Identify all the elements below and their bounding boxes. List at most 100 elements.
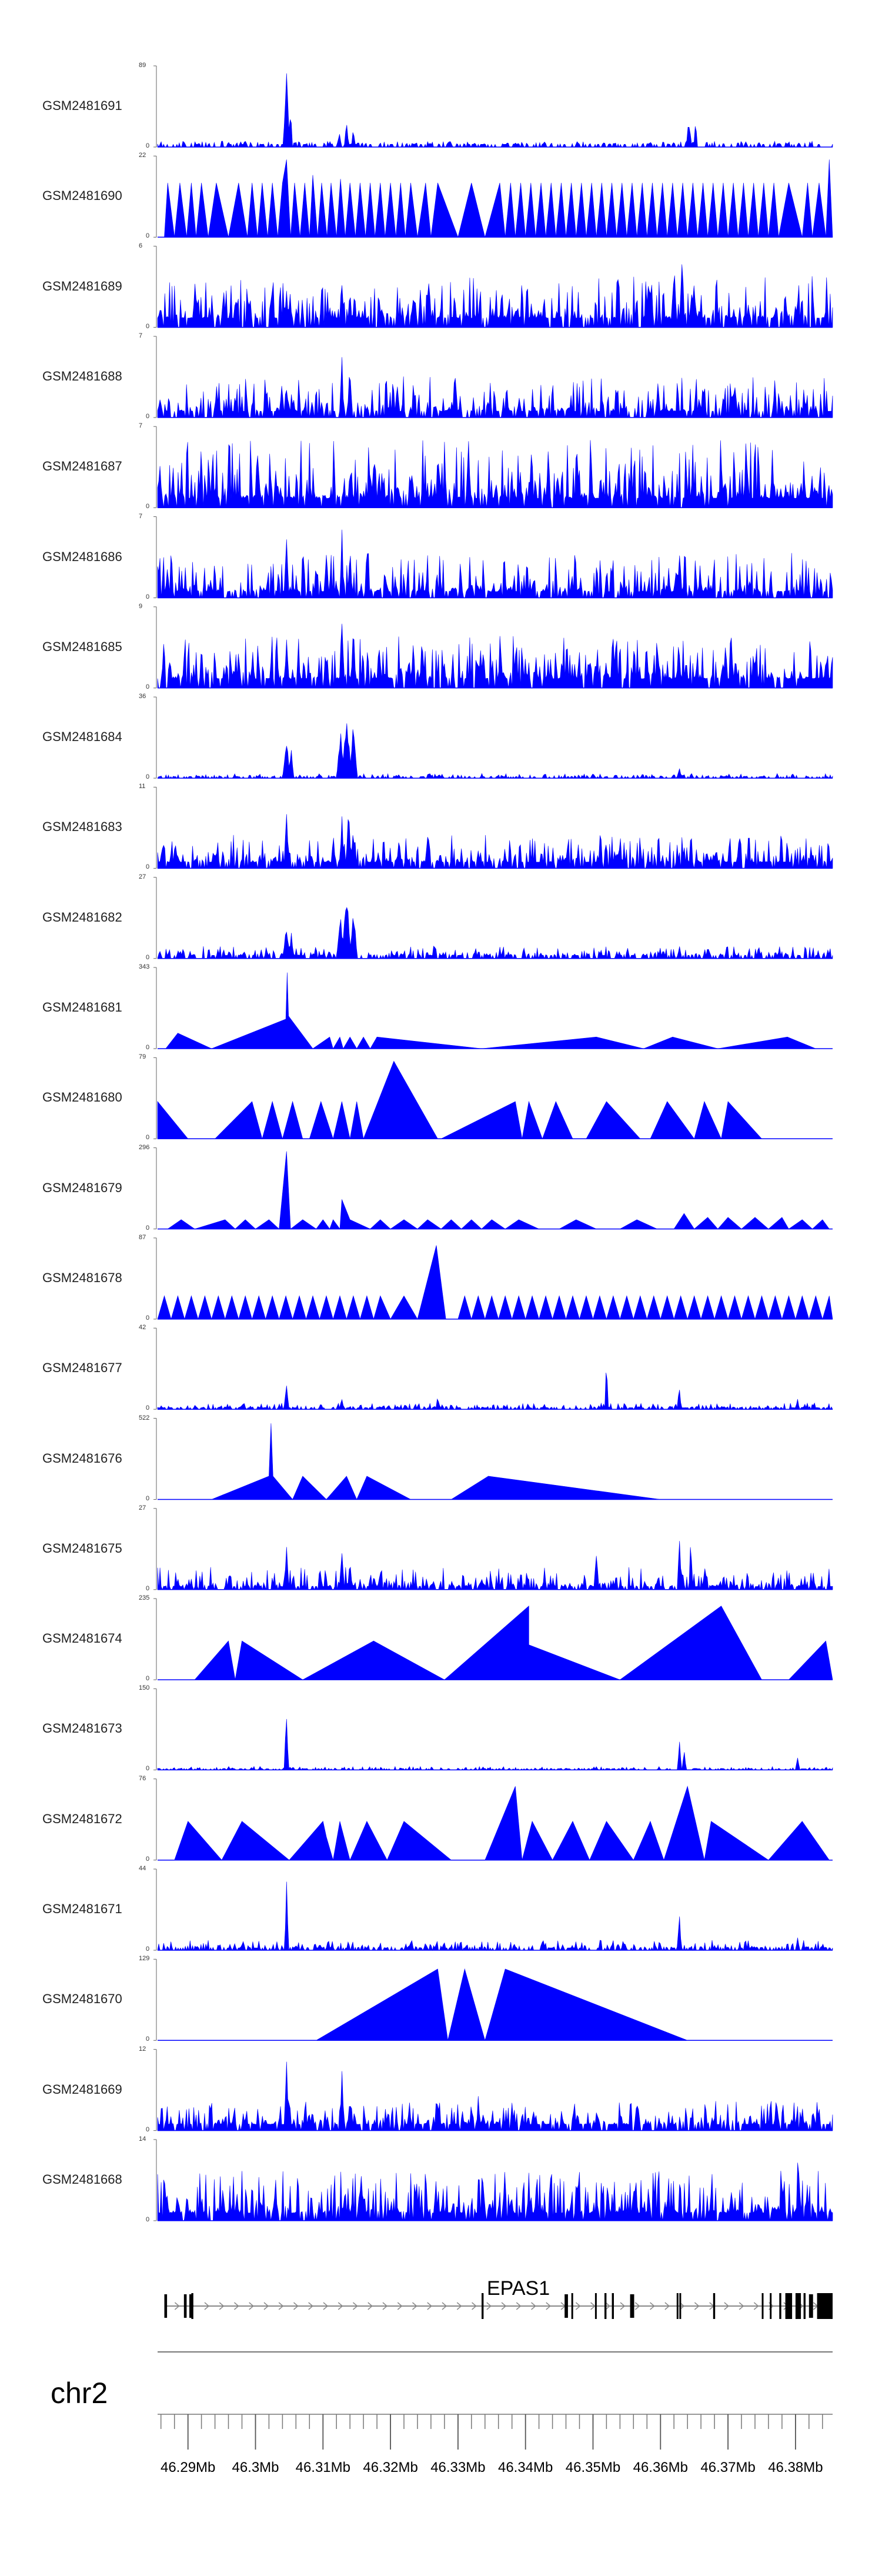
signal-area bbox=[157, 264, 833, 328]
axis-tick-label: 46.37Mb bbox=[700, 2460, 756, 2475]
gene-exon bbox=[189, 2294, 192, 2318]
gene-exon bbox=[785, 2293, 793, 2319]
strand-arrow-icon bbox=[278, 2302, 284, 2310]
axis-tick-label: 46.33Mb bbox=[430, 2460, 486, 2475]
strand-arrow-icon bbox=[739, 2302, 744, 2310]
axis-tick-label: 46.31Mb bbox=[295, 2460, 350, 2475]
track-ymax-label: 129 bbox=[139, 1955, 150, 1963]
signal-area bbox=[165, 972, 816, 1049]
gene-exon bbox=[564, 2294, 568, 2318]
track-ymax-label: 7 bbox=[139, 422, 143, 430]
strand-arrow-icon bbox=[412, 2302, 417, 2310]
strand-arrow-icon bbox=[397, 2302, 403, 2310]
track-label: GSM2481680 bbox=[42, 1090, 122, 1105]
strand-arrow-icon bbox=[516, 2302, 522, 2310]
strand-arrow-icon bbox=[634, 2302, 640, 2310]
strand-arrow-icon bbox=[546, 2302, 551, 2310]
track-zero-label: 0 bbox=[146, 412, 150, 420]
strand-arrow-icon bbox=[382, 2302, 388, 2310]
track-label: GSM2481678 bbox=[42, 1270, 122, 1285]
axis-tick-label: 46.38Mb bbox=[768, 2460, 823, 2475]
signal-area bbox=[157, 1245, 833, 1320]
gene-exon bbox=[183, 2294, 187, 2318]
track-label: GSM2481685 bbox=[42, 639, 122, 654]
track-ymax-label: 79 bbox=[139, 1053, 146, 1061]
track-label: GSM2481687 bbox=[42, 459, 122, 474]
track-ymax-label: 7 bbox=[139, 332, 143, 339]
gene-exon bbox=[630, 2294, 634, 2318]
track-ymax-label: 343 bbox=[139, 963, 150, 970]
gene-exon bbox=[594, 2293, 597, 2319]
axis-tick-label: 46.29Mb bbox=[160, 2460, 216, 2475]
signal-area bbox=[167, 1151, 830, 1230]
track-ymax-label: 235 bbox=[139, 1594, 150, 1602]
track-zero-label: 0 bbox=[146, 1584, 150, 1592]
signal-area bbox=[157, 529, 833, 598]
track-zero-label: 0 bbox=[146, 1675, 150, 1683]
strand-arrow-icon bbox=[650, 2302, 655, 2310]
track-ymax-label: 44 bbox=[139, 1865, 146, 1872]
signal-area bbox=[157, 907, 833, 959]
track-ymax-label: 150 bbox=[139, 1684, 150, 1692]
strand-arrow-icon bbox=[753, 2302, 759, 2310]
strand-arrow-icon bbox=[293, 2302, 299, 2310]
track-ymax-label: 89 bbox=[139, 62, 146, 69]
track-zero-label: 0 bbox=[146, 1765, 150, 1773]
strand-arrow-icon bbox=[353, 2302, 358, 2310]
strand-arrow-icon bbox=[263, 2302, 269, 2310]
track-label: GSM2481674 bbox=[42, 1631, 122, 1646]
track-zero-label: 0 bbox=[146, 1855, 150, 1863]
signal-area bbox=[157, 2061, 833, 2131]
track-ymax-label: 42 bbox=[139, 1324, 146, 1332]
track-label: GSM2481677 bbox=[42, 1360, 122, 1376]
signal-area bbox=[157, 1719, 833, 1771]
track-zero-label: 0 bbox=[146, 1044, 150, 1051]
gene-exon bbox=[191, 2293, 193, 2319]
track-zero-label: 0 bbox=[146, 1946, 150, 1953]
track-ymax-label: 87 bbox=[139, 1233, 146, 1241]
track-zero-label: 0 bbox=[146, 1224, 150, 1232]
track-zero-label: 0 bbox=[146, 232, 150, 240]
signal-area bbox=[194, 1606, 833, 1680]
signal-area bbox=[315, 1968, 688, 2041]
track-label: GSM2481689 bbox=[42, 278, 122, 293]
strand-arrow-icon bbox=[308, 2302, 313, 2310]
signal-area bbox=[157, 1541, 833, 1590]
axis-tick-label: 46.36Mb bbox=[633, 2460, 688, 2475]
track-zero-label: 0 bbox=[146, 503, 150, 510]
gene-exon bbox=[761, 2293, 764, 2319]
track-ymax-label: 9 bbox=[139, 602, 143, 610]
gene-exon bbox=[770, 2293, 772, 2319]
signal-area bbox=[157, 357, 833, 418]
gene-exon bbox=[604, 2293, 607, 2319]
signal-area bbox=[164, 159, 833, 238]
track-ymax-label: 296 bbox=[139, 1143, 150, 1151]
strand-arrow-icon bbox=[575, 2302, 581, 2310]
strand-arrow-icon bbox=[620, 2302, 626, 2310]
track-zero-label: 0 bbox=[146, 1314, 150, 1322]
signal-area bbox=[174, 1786, 830, 1861]
track-zero-label: 0 bbox=[146, 1494, 150, 1502]
track-zero-label: 0 bbox=[146, 593, 150, 600]
gene-exon bbox=[164, 2294, 168, 2318]
track-label: GSM2481682 bbox=[42, 909, 122, 925]
track-label: GSM2481691 bbox=[42, 98, 122, 113]
track-label: GSM2481684 bbox=[42, 729, 122, 745]
track-zero-label: 0 bbox=[146, 863, 150, 871]
gene-exon bbox=[713, 2293, 716, 2319]
track-ymax-label: 36 bbox=[139, 693, 146, 700]
strand-arrow-icon bbox=[234, 2302, 239, 2310]
track-label: GSM2481686 bbox=[42, 549, 122, 564]
strand-arrow-icon bbox=[427, 2302, 432, 2310]
axis-tick-label: 46.32Mb bbox=[363, 2460, 418, 2475]
axis-tick-label: 46.34Mb bbox=[497, 2460, 553, 2475]
signal-area bbox=[157, 814, 833, 869]
track-label: GSM2481690 bbox=[42, 188, 122, 203]
signal-area bbox=[157, 623, 833, 689]
strand-arrow-icon bbox=[501, 2302, 507, 2310]
strand-arrow-icon bbox=[456, 2302, 462, 2310]
strand-arrow-icon bbox=[664, 2302, 670, 2310]
track-label: GSM2481673 bbox=[42, 1721, 122, 1736]
track-label: GSM2481688 bbox=[42, 368, 122, 383]
